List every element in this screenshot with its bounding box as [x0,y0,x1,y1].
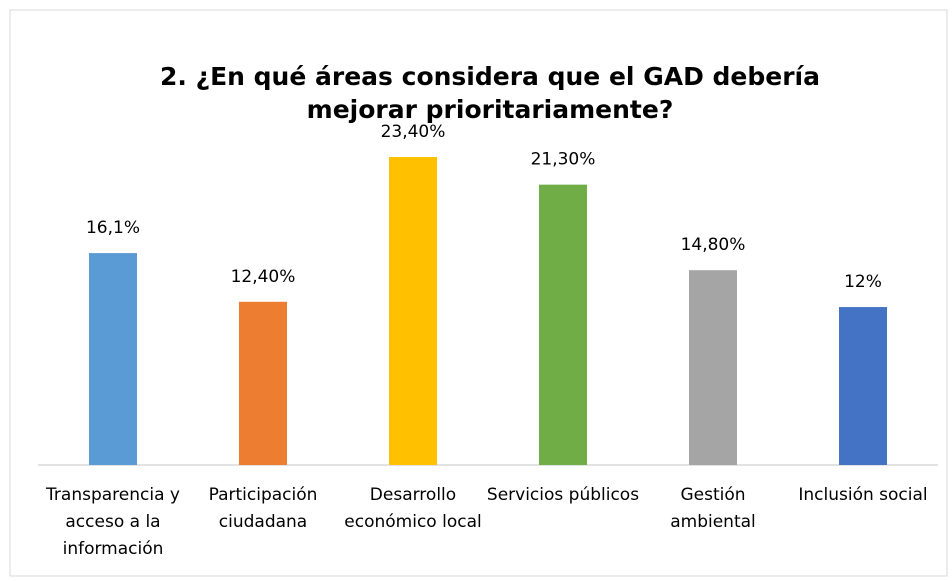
x-tick-label: Servicios públicos [486,485,640,505]
x-tick-label: Participación ciudadana [208,485,318,532]
x-tick-label: Desarrollo económico local [344,485,482,532]
data-label: 12% [844,272,882,292]
bar [239,301,287,465]
bar [539,184,587,465]
bar [89,253,137,465]
bar [689,270,737,465]
data-label: 12,40% [231,267,296,287]
data-label: 16,1% [86,218,140,238]
data-label: 14,80% [681,235,746,255]
x-tick-label: Transparencia y acceso a la información [46,485,180,559]
x-tick-label: Inclusión social [798,485,928,505]
data-label: 21,30% [531,150,596,170]
data-label: 23,40% [381,122,446,142]
bar [389,157,437,465]
chart-border [9,9,948,577]
chart-title: 2. ¿En qué áreas considera que el GAD de… [159,62,820,124]
bar [839,307,887,465]
x-tick-label: Gestión ambiental [670,485,756,532]
